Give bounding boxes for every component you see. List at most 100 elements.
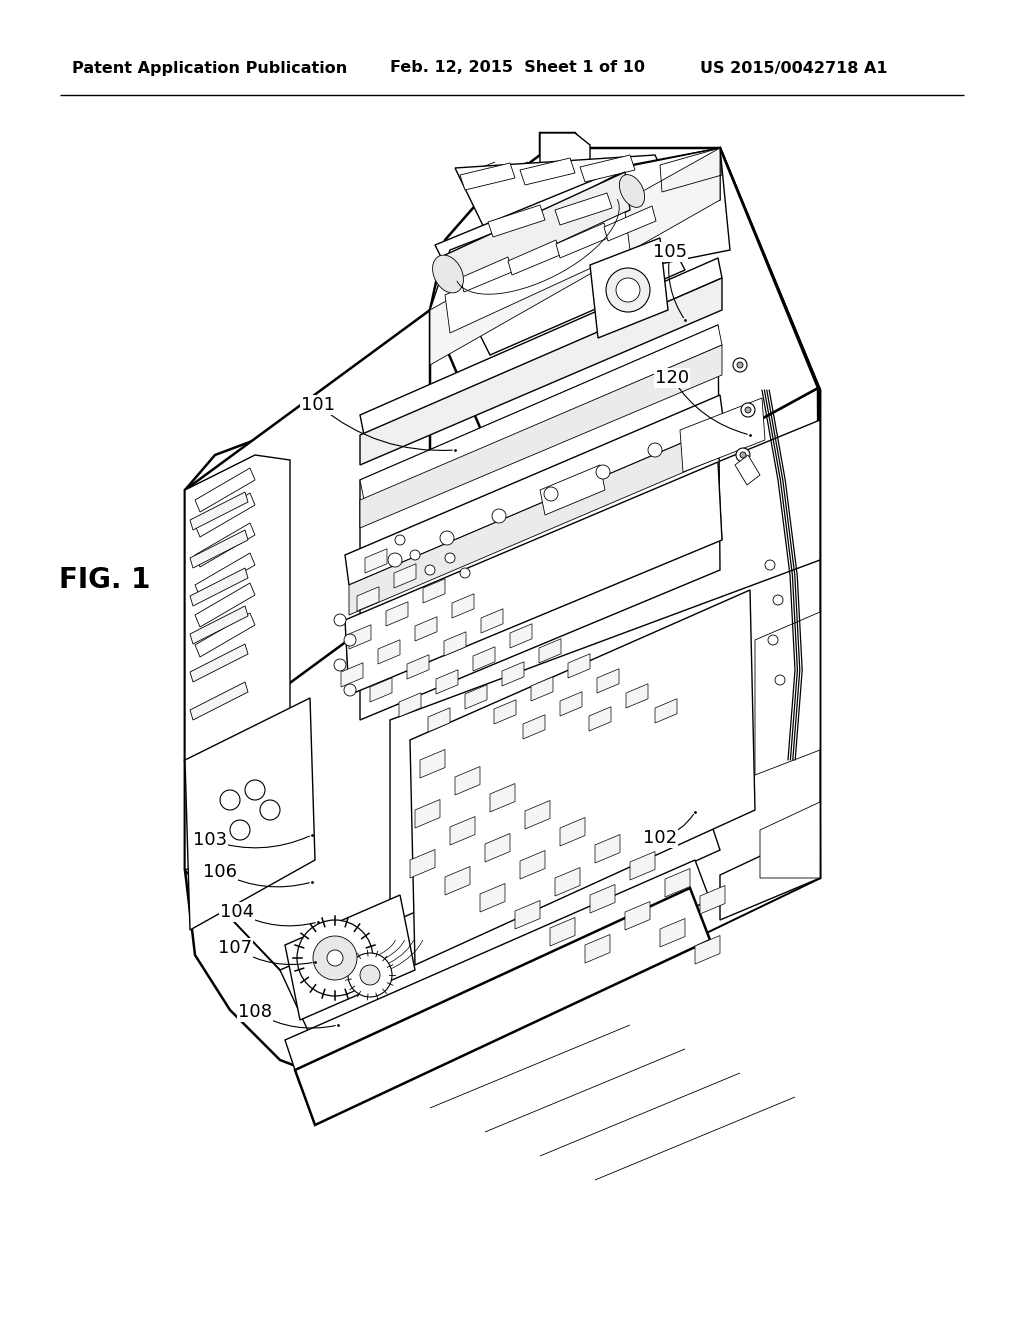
Polygon shape [360,257,722,436]
Circle shape [388,553,402,568]
Polygon shape [560,817,585,846]
Polygon shape [720,828,820,920]
Polygon shape [360,279,722,465]
Polygon shape [185,133,820,1085]
Polygon shape [445,213,630,333]
Polygon shape [423,578,445,603]
Polygon shape [357,587,379,611]
Polygon shape [285,895,415,1020]
Polygon shape [436,669,458,694]
Polygon shape [480,883,505,912]
Polygon shape [452,594,474,618]
Polygon shape [185,420,820,1085]
Polygon shape [660,919,685,946]
Polygon shape [195,469,255,512]
Polygon shape [589,706,611,731]
Polygon shape [695,936,720,964]
Polygon shape [435,165,685,355]
Polygon shape [360,345,722,528]
Text: 104: 104 [220,903,254,921]
Circle shape [297,920,373,997]
Polygon shape [394,564,416,587]
Circle shape [740,451,746,458]
Circle shape [596,465,610,479]
Polygon shape [415,616,437,642]
Polygon shape [190,531,248,568]
Polygon shape [185,455,290,870]
Circle shape [344,684,356,696]
Text: 105: 105 [653,243,687,261]
Polygon shape [345,395,724,585]
Circle shape [440,531,454,545]
Polygon shape [430,148,720,355]
Circle shape [492,510,506,523]
Polygon shape [195,612,255,657]
Polygon shape [735,455,760,484]
Text: 106: 106 [203,863,237,880]
Polygon shape [523,714,545,739]
Polygon shape [630,148,730,268]
Circle shape [220,789,240,810]
Polygon shape [630,851,655,880]
Polygon shape [465,685,487,709]
Polygon shape [531,677,553,701]
Circle shape [410,550,420,560]
Polygon shape [370,677,392,702]
Polygon shape [540,133,590,230]
Polygon shape [190,568,248,606]
Polygon shape [568,653,590,678]
Circle shape [334,614,346,626]
Polygon shape [755,612,820,775]
Polygon shape [494,700,516,723]
Circle shape [230,820,250,840]
Polygon shape [481,609,503,634]
Polygon shape [430,148,720,366]
Polygon shape [626,684,648,708]
Circle shape [736,447,750,462]
Circle shape [773,595,783,605]
Polygon shape [590,238,668,338]
Polygon shape [515,900,540,929]
Polygon shape [195,523,255,568]
Polygon shape [444,632,466,656]
Circle shape [616,279,640,302]
Polygon shape [185,388,820,1085]
Polygon shape [665,869,690,898]
Polygon shape [345,462,722,696]
Text: 107: 107 [218,939,252,957]
Polygon shape [195,492,255,537]
Circle shape [745,407,751,413]
Polygon shape [360,325,720,719]
Polygon shape [195,553,255,597]
Polygon shape [365,549,387,573]
Polygon shape [185,310,430,760]
Circle shape [741,403,755,417]
Ellipse shape [620,174,645,207]
Text: 102: 102 [643,829,677,847]
Polygon shape [445,866,470,895]
Polygon shape [455,154,685,240]
Circle shape [395,535,406,545]
Polygon shape [185,698,315,931]
Polygon shape [555,867,580,896]
Circle shape [544,487,558,502]
Circle shape [733,358,746,372]
Polygon shape [349,624,371,649]
Polygon shape [410,590,755,965]
Polygon shape [415,800,440,828]
Polygon shape [585,935,610,964]
Circle shape [775,675,785,685]
Circle shape [313,936,357,979]
Polygon shape [502,661,524,686]
Polygon shape [390,560,820,1085]
Polygon shape [386,602,408,626]
Polygon shape [490,784,515,812]
Polygon shape [428,708,450,733]
Polygon shape [556,223,608,257]
Circle shape [768,635,778,645]
Circle shape [425,565,435,576]
Polygon shape [508,240,560,275]
Polygon shape [399,693,421,717]
Text: Feb. 12, 2015  Sheet 1 of 10: Feb. 12, 2015 Sheet 1 of 10 [390,61,645,75]
Polygon shape [488,205,545,238]
